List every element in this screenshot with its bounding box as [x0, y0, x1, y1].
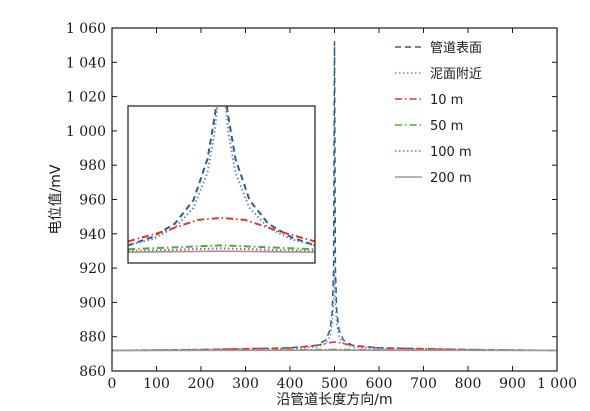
inset-frame — [127, 105, 316, 264]
inset-background — [128, 106, 315, 263]
y-tick-label: 900 — [79, 295, 106, 311]
legend-label: 50 m — [430, 119, 463, 134]
x-tick-label: 700 — [410, 376, 437, 392]
inset-zoom — [127, 105, 316, 264]
x-tick-label: 500 — [321, 376, 348, 392]
legend-label: 管道表面 — [430, 41, 482, 56]
inset-line-6 — [128, 250, 315, 254]
y-tick-label: 880 — [79, 330, 106, 346]
axis-ticks: 0 100 200 300 400 500 600 700 800 900 1 000 860 880 9… — [66, 21, 577, 392]
legend-label: 100 m — [430, 145, 472, 160]
x-tick-label: 0 — [108, 376, 117, 392]
inset-line-4 — [128, 244, 315, 251]
x-tick-label: 200 — [188, 376, 215, 392]
y-tick-label: 1 020 — [66, 90, 106, 106]
legend-label: 10 m — [430, 93, 463, 108]
y-tick-label: 1 040 — [66, 55, 106, 71]
x-tick-label: 600 — [366, 376, 393, 392]
inset-line-0 — [128, 106, 218, 247]
legend-label: 泥面附近 — [430, 67, 482, 82]
y-tick-label: 940 — [79, 227, 106, 243]
inset-lines — [128, 106, 315, 254]
x-tick-label: 100 — [143, 376, 170, 392]
y-tick-label: 860 — [79, 364, 106, 380]
x-tick-label: 900 — [499, 376, 526, 392]
y-tick-label: 980 — [79, 158, 106, 174]
inset-line-1 — [225, 106, 315, 247]
legend-label: 200 m — [430, 171, 472, 186]
x-tick-label: 400 — [277, 376, 304, 392]
y-tick-label: 960 — [79, 193, 106, 209]
x-tick-label: 1 000 — [537, 376, 577, 392]
y-axis-title: 电位值/mV — [48, 164, 64, 234]
x-tick-label: 800 — [455, 376, 482, 392]
x-tick-label: 300 — [232, 376, 259, 392]
y-tick-label: 1 000 — [66, 124, 106, 140]
y-tick-label: 920 — [79, 261, 106, 277]
line-series-2 — [111, 341, 558, 352]
x-axis-title: 沿管道长度方向/m — [276, 392, 392, 408]
plot-area — [111, 40, 558, 352]
y-tick-label: 1 060 — [66, 21, 106, 37]
